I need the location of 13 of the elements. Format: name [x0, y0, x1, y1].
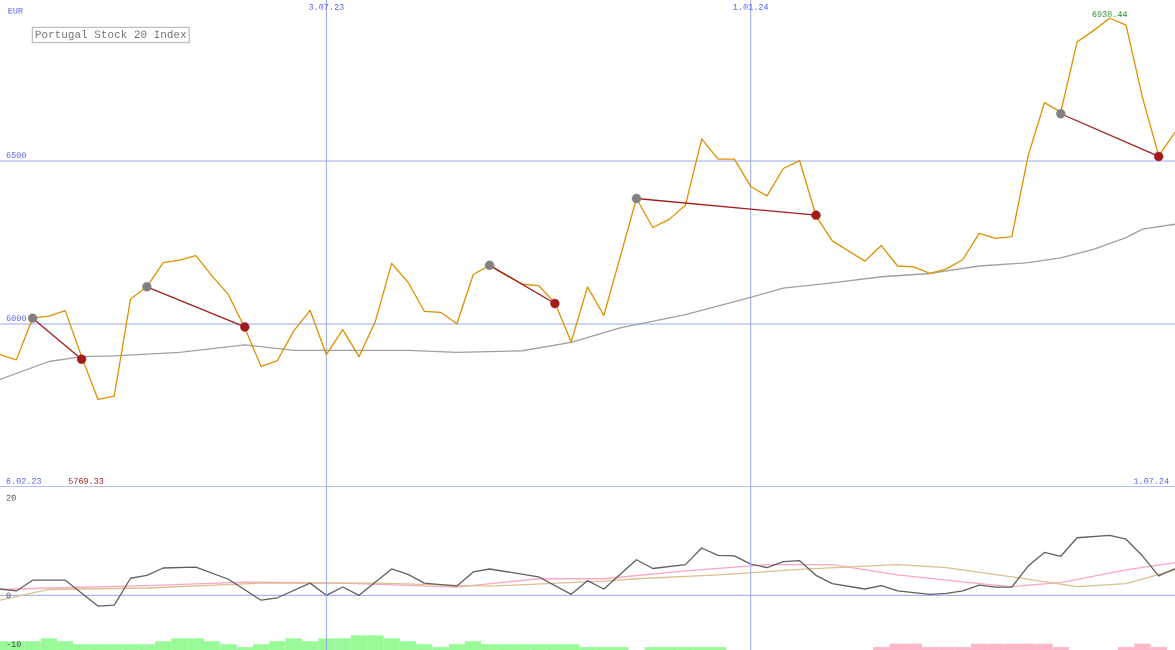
y-tick-label: 0: [6, 592, 11, 599]
x-tick-label: 3.07.23: [309, 4, 344, 10]
annotation: 5769.33: [68, 478, 104, 484]
text: Portugal Stock 20 Index: [35, 29, 187, 41]
y-tick-label: 20: [6, 494, 16, 501]
y-tick-label: 6000: [6, 315, 26, 321]
y-tick-label: 6500: [6, 152, 26, 158]
x-tick-label: 1.01.24: [733, 4, 769, 10]
annotation: 6938.44: [1092, 11, 1128, 18]
y-tick-label: -10: [7, 641, 21, 648]
annotation: 1.07.24: [1134, 478, 1169, 484]
annotation: 6.02.23: [6, 478, 42, 484]
y-axis-title: EUR: [8, 7, 23, 14]
